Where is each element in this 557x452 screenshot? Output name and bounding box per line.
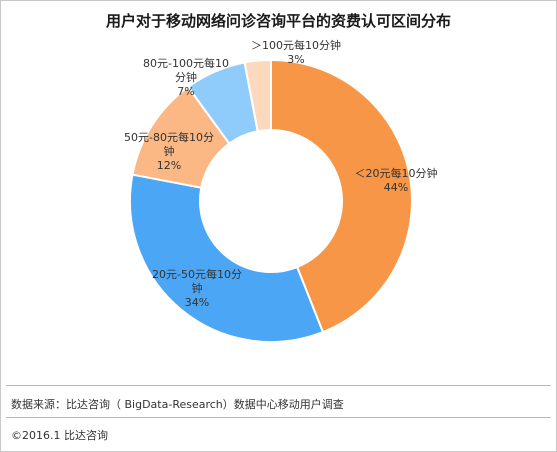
- donut-chart: [129, 58, 413, 343]
- data-source-note: 数据来源：比达咨询（ BigData-Research）数据中心移动用户调查: [11, 398, 344, 411]
- slice-label-80-100-line1: 80元-100元每10: [143, 57, 229, 70]
- chart-title: 用户对于移动网络问诊咨询平台的资费认可区间分布: [105, 12, 451, 30]
- footer-divider-bottom: [6, 417, 551, 418]
- copyright-note: ©2016.1 比达咨询: [11, 429, 108, 442]
- slice-label-lt20-line1: ＜20元每10分钟: [354, 167, 438, 180]
- slice-label-gt100-line1: ＞100元每10分钟: [251, 39, 341, 52]
- footer-divider-top: [6, 385, 551, 386]
- slice-label-gt100-percent: 3%: [287, 53, 305, 66]
- donut-slice-lt20: [270, 58, 413, 334]
- slice-label-20-50-line2: 钟: [191, 282, 203, 295]
- slice-label-80-100-percent: 7%: [177, 85, 195, 98]
- slice-label-lt20-percent: 44%: [383, 181, 409, 194]
- slice-label-50-80: 50元-80元每10分 钟 12%: [107, 131, 231, 173]
- donut-slice-gt100: [243, 58, 272, 133]
- slice-label-50-80-percent: 12%: [156, 159, 182, 172]
- slice-label-50-80-line2: 钟: [163, 145, 175, 158]
- slice-label-80-100-line2: 分钟: [175, 71, 197, 84]
- slice-label-lt20: ＜20元每10分钟 44%: [341, 167, 451, 195]
- donut-slice-20-50: [129, 173, 325, 343]
- slice-label-80-100: 80元-100元每10 分钟 7%: [131, 57, 241, 99]
- slice-label-20-50: 20元-50元每10分 钟 34%: [135, 268, 259, 310]
- slice-label-20-50-line1: 20元-50元每10分: [152, 268, 242, 281]
- slice-label-50-80-line1: 50元-80元每10分: [124, 131, 214, 144]
- slice-label-gt100: ＞100元每10分钟 3%: [237, 39, 355, 67]
- slice-label-20-50-percent: 34%: [184, 296, 210, 309]
